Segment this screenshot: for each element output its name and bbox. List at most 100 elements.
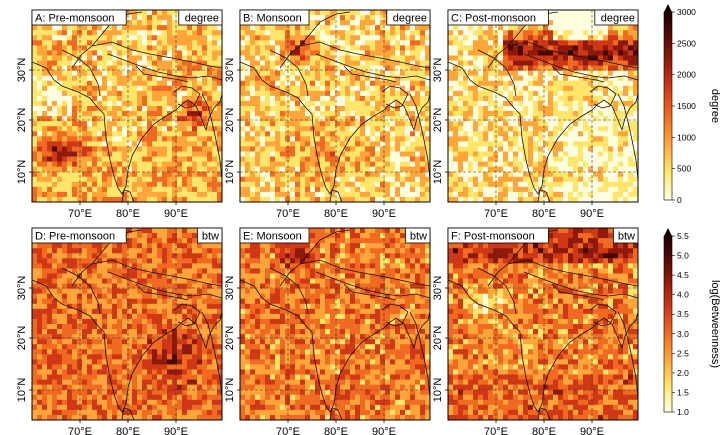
x-tick-label: 70°E (484, 208, 508, 220)
y-tick-label: 30°N (432, 276, 444, 301)
gridlines (240, 10, 430, 202)
colorbar-tick-label: 500 (677, 164, 691, 174)
y-tick-label: 10°N (224, 160, 236, 185)
heatmap-field (448, 228, 638, 420)
y-tick-label: 30°N (224, 58, 236, 83)
panel-unit: btw (612, 227, 639, 244)
x-tick-label: 70°E (68, 208, 92, 220)
x-tick-label: 80°E (116, 208, 140, 220)
colorbar-tick-label: 1000 (677, 132, 696, 142)
panel-label: C: Post-monsoon (447, 9, 549, 26)
x-tick-label: 70°E (484, 426, 508, 435)
panel-unit-text: degree (393, 13, 427, 25)
y-tick-label: 10°N (224, 378, 236, 403)
y-tick-label: 20°N (224, 108, 236, 133)
panel-label: A: Pre-monsoon (31, 9, 127, 26)
panel-unit: btw (404, 227, 431, 244)
colorbar-tick-label: 3.5 (677, 309, 689, 319)
degree-colorbar-title: degree (709, 89, 721, 123)
panel-unit-text: btw (618, 231, 635, 243)
panel-label-text: A: Pre-monsoon (35, 13, 114, 25)
colorbar-tick-label: 2500 (677, 38, 696, 48)
panel-label-text: C: Post-monsoon (451, 13, 536, 25)
colorbar-tick-label: 2.5 (677, 348, 689, 358)
x-tick-label: 80°E (324, 208, 348, 220)
y-tick-label: 30°N (224, 276, 236, 301)
x-tick-label: 80°E (324, 426, 348, 435)
panel-label-text: F: Post-monsoon (451, 231, 535, 243)
y-tick-label: 10°N (432, 378, 444, 403)
map-panel: D: Pre-monsoon btw 70°E 80°E 90°E 30°N 20°N 10°… (16, 227, 223, 435)
map-panel: C: Post-monsoon degree 70°E 80°E 90°E 30°N 20°… (432, 9, 639, 220)
y-tick-label: 20°N (224, 326, 236, 351)
colorbar-tick-label: 5.0 (677, 251, 689, 261)
colorbar-tick-label: 5.5 (677, 231, 689, 241)
colorbar-tick-label: 2000 (677, 70, 696, 80)
panel-label: B: Monsoon (239, 9, 310, 26)
y-tick-label: 30°N (16, 58, 28, 83)
panel-unit-text: degree (185, 13, 219, 25)
colorbar-tick-label: 3.0 (677, 329, 689, 339)
x-tick-label: 70°E (68, 426, 92, 435)
colorbar-tick-label: 4.5 (677, 270, 689, 280)
y-tick-label: 10°N (16, 160, 28, 185)
x-tick-label: 90°E (580, 208, 604, 220)
y-tick-label: 20°N (16, 108, 28, 133)
panel-unit-text: btw (202, 231, 219, 243)
panel-frame (239, 9, 431, 203)
btw-colorbar-title: log(Betweenness) (709, 280, 721, 368)
y-tick-label: 20°N (432, 108, 444, 133)
colorbar-tick-label: 2.0 (677, 368, 689, 378)
colorbar-tick-label: 1500 (677, 101, 696, 111)
map-panel: F: Post-monsoon btw 70°E 80°E 90°E 30°N 20°N 10… (432, 227, 639, 435)
panel-unit: degree (594, 9, 639, 26)
y-tick-label: 30°N (16, 276, 28, 301)
x-tick-label: 80°E (116, 426, 140, 435)
panel-unit: btw (196, 227, 223, 244)
x-tick-label: 90°E (164, 208, 188, 220)
panel-frame (31, 227, 223, 421)
x-tick-label: 70°E (276, 208, 300, 220)
y-tick-label: 30°N (432, 58, 444, 83)
x-tick-label: 80°E (532, 208, 556, 220)
gridlines (32, 228, 222, 420)
panel-unit-text: degree (601, 13, 635, 25)
panel-frame (239, 227, 431, 421)
btw-colorbar: 5.5 5.0 4.5 4.0 3.5 3.0 2.5 2.0 1.5 1.0 log(Betwe… (663, 228, 721, 417)
panel-label-text: B: Monsoon (243, 13, 302, 25)
degree-colorbar: 3000 2500 2000 1500 1000 500 0 degree (663, 4, 721, 205)
panel-unit: degree (386, 9, 431, 26)
x-tick-label: 90°E (164, 426, 188, 435)
gridlines (448, 10, 638, 202)
gridlines (448, 228, 638, 420)
panel-label-text: E: Monsoon (243, 231, 302, 243)
x-tick-label: 90°E (580, 426, 604, 435)
panel-frame (31, 9, 223, 203)
y-tick-label: 20°N (432, 326, 444, 351)
panel-label-text: D: Pre-monsoon (35, 231, 115, 243)
x-tick-label: 80°E (532, 426, 556, 435)
y-tick-label: 10°N (432, 160, 444, 185)
colorbar-tick-label: 3000 (677, 7, 696, 17)
colorbar-tick-label: 1.0 (677, 407, 689, 417)
colorbar-tick-label: 4.0 (677, 290, 689, 300)
map-panel: A: Pre-monsoon degree 70°E 80°E 90°E 30°N 20°N… (16, 9, 223, 220)
panel-unit-text: btw (410, 231, 427, 243)
panel-label: F: Post-monsoon (447, 227, 549, 244)
y-tick-label: 20°N (16, 326, 28, 351)
x-tick-label: 90°E (372, 208, 396, 220)
heatmap-field (240, 228, 430, 420)
x-tick-label: 90°E (372, 426, 396, 435)
colorbar-tick-label: 0 (677, 195, 682, 205)
map-panel: B: Monsoon degree 70°E 80°E 90°E 30°N 20°N 10°N (224, 9, 431, 220)
colorbar-tick-label: 1.5 (677, 387, 689, 397)
y-tick-label: 10°N (16, 378, 28, 403)
map-panel: E: Monsoon btw 70°E 80°E 90°E 30°N 20°N 10°N (224, 227, 431, 435)
gridlines (240, 228, 430, 420)
panel-label: E: Monsoon (239, 227, 310, 244)
panel-label: D: Pre-monsoon (31, 227, 127, 244)
panel-unit: degree (178, 9, 223, 26)
x-tick-label: 70°E (276, 426, 300, 435)
gridlines (32, 10, 222, 202)
